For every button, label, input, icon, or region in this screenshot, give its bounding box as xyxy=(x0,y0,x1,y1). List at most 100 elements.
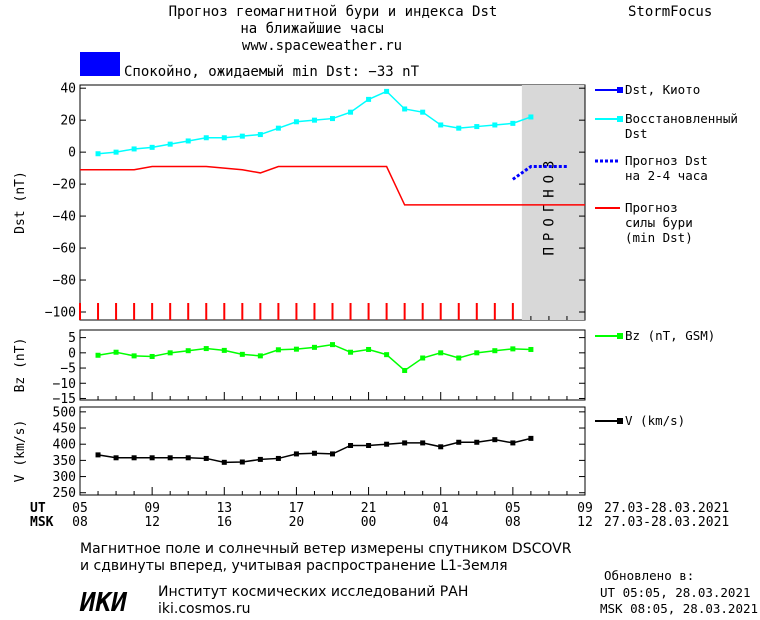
msk-tick-label: 08 xyxy=(505,515,521,530)
bz-tick-label: −15 xyxy=(53,392,76,407)
dst-restored-point xyxy=(113,149,119,155)
v-tick-label: 400 xyxy=(53,438,76,453)
v-tick-label: 500 xyxy=(53,405,76,420)
dst-restored-point xyxy=(330,116,335,122)
msk-tick-label: 12 xyxy=(577,515,593,530)
bz-point xyxy=(402,367,408,373)
legend-dst-restored-marker xyxy=(617,116,623,122)
dst-tick-label: 0 xyxy=(68,146,76,161)
dst-tick-label: −60 xyxy=(53,242,76,257)
v-point xyxy=(239,459,245,465)
dst-tick-label: −80 xyxy=(53,274,76,289)
dst-restored-point xyxy=(185,138,191,144)
dst-restored-point xyxy=(384,88,390,94)
dst-y-ticks: 40 20 0 −20 −40 −60 −80 −100 xyxy=(45,82,585,321)
org-name: Институт космических исследований РАН xyxy=(158,584,468,600)
v-panel-frame xyxy=(79,406,586,496)
bz-point xyxy=(131,353,137,359)
v-point xyxy=(311,450,317,456)
status-color-swatch xyxy=(80,52,120,76)
bz-tick-label: 0 xyxy=(68,346,76,361)
bz-point xyxy=(311,344,317,350)
dst-restored-point xyxy=(474,124,480,130)
bz-tick-label: −10 xyxy=(53,377,76,392)
v-point xyxy=(293,451,299,457)
v-line xyxy=(97,437,532,464)
v-point xyxy=(510,440,516,446)
dst-restored-point xyxy=(293,119,299,125)
legend-storm-forecast-text-2: силы бури xyxy=(625,215,693,230)
msk-tick-label: 00 xyxy=(361,515,377,530)
iki-logo: ИКИ xyxy=(79,588,127,618)
dst-restored-point xyxy=(131,146,137,152)
ut-tick-label: 09 xyxy=(144,501,160,516)
legend-storm-forecast-text-1: Прогноз xyxy=(625,200,678,215)
dst-tick-label: −20 xyxy=(53,178,76,193)
ut-tick-labels: 05 09 13 17 21 01 05 09 xyxy=(72,501,593,516)
legend-dst-forecast: Прогноз Dst на 2-4 часа xyxy=(595,153,708,183)
dst-restored-point xyxy=(438,122,444,128)
dst-restored-point xyxy=(366,96,372,102)
ut-tick-label: 05 xyxy=(72,501,88,516)
bz-point xyxy=(492,348,498,354)
msk-tick-label: 08 xyxy=(72,515,88,530)
org-site: iki.cosmos.ru xyxy=(158,601,250,617)
bz-point xyxy=(293,346,299,352)
v-tick-label: 450 xyxy=(53,422,76,437)
v-point xyxy=(420,440,426,446)
dst-restored-point xyxy=(149,144,155,150)
footer: Магнитное поле и солнечный ветер измерен… xyxy=(79,541,758,618)
v-axis-label: V (km/s) xyxy=(13,420,28,483)
dst-series xyxy=(80,88,585,206)
ut-tick-label: 17 xyxy=(289,501,305,516)
status-text: Спокойно, ожидаемый min Dst: −33 nT xyxy=(124,64,420,80)
v-point xyxy=(149,455,155,461)
v-point xyxy=(474,439,480,445)
msk-date-range: 27.03-28.03.2021 xyxy=(604,515,729,530)
ut-tick-label: 09 xyxy=(577,501,593,516)
v-point xyxy=(366,443,372,448)
ut-date-range: 27.03-28.03.2021 xyxy=(604,501,729,516)
legend-dst-kyoto-text: Dst, Киото xyxy=(625,82,700,97)
bz-point xyxy=(456,355,462,361)
chart-subtitle: на ближайшие часы xyxy=(240,21,383,37)
bz-point xyxy=(438,350,444,356)
v-tick-label: 250 xyxy=(53,486,76,501)
v-point xyxy=(113,455,119,461)
footer-note-line-1: Магнитное поле и солнечный ветер измерен… xyxy=(80,541,572,557)
v-tick-label: 300 xyxy=(53,470,76,485)
dst-restored-point xyxy=(492,122,498,128)
bz-point xyxy=(474,350,480,356)
v-point xyxy=(221,459,227,465)
bz-axis-label: Bz (nT) xyxy=(13,338,28,393)
v-point xyxy=(528,435,534,441)
v-point xyxy=(402,440,408,446)
bz-point xyxy=(185,348,191,354)
msk-tick-label: 20 xyxy=(289,515,305,530)
bz-point xyxy=(510,346,516,352)
legend-dst-restored: Восстановленный Dst xyxy=(595,111,738,141)
legend-dst-forecast-text-2: на 2-4 часа xyxy=(625,168,708,183)
legend: Dst, Киото Восстановленный Dst Прогноз D… xyxy=(595,82,738,428)
ut-tick-label: 05 xyxy=(505,501,521,516)
updated-label: Обновлено в: xyxy=(604,568,694,583)
dst-restored-point xyxy=(528,114,534,120)
v-point xyxy=(185,455,191,461)
bz-point xyxy=(95,352,101,358)
forecast-band xyxy=(521,85,585,320)
legend-dst-restored-text-1: Восстановленный xyxy=(625,111,738,126)
updated-ut: UT 05:05, 28.03.2021 xyxy=(600,585,751,600)
ut-tick-label: 01 xyxy=(433,501,449,516)
v-point xyxy=(492,437,498,443)
bz-point xyxy=(420,355,426,361)
storm-forecast-line xyxy=(80,165,585,206)
bz-point xyxy=(149,353,155,359)
legend-storm-forecast-text-3: (min Dst) xyxy=(625,230,693,245)
dst-restored-point xyxy=(402,106,408,112)
v-point xyxy=(131,455,137,461)
bz-point xyxy=(221,347,227,353)
